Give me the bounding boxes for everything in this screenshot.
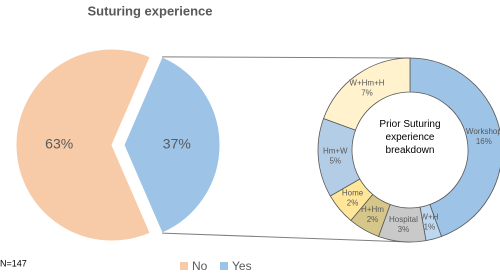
legend-swatch xyxy=(220,262,228,270)
segment-value: 3% xyxy=(398,225,410,234)
connector xyxy=(162,56,411,59)
segment-value: 1% xyxy=(424,223,436,232)
segment-name: W+H xyxy=(420,213,438,222)
center-text: Prior Suturing experience breakdown xyxy=(379,119,441,156)
segment-value: 16% xyxy=(476,137,492,146)
pie-slice xyxy=(15,48,151,242)
donut-segment xyxy=(323,57,411,131)
note: N=147 xyxy=(0,258,27,268)
segment-name: Hospital xyxy=(389,215,418,224)
segment-value: 2% xyxy=(347,198,359,207)
legend-label: Yes xyxy=(232,259,252,273)
segment-value: 2% xyxy=(367,215,379,224)
segment-value: 5% xyxy=(330,157,342,166)
legend-label: No xyxy=(192,259,208,273)
segment-name: Home xyxy=(342,188,364,197)
pie-slice xyxy=(123,56,221,234)
segment-name: H+Hm xyxy=(361,205,384,214)
segment-name: Workshop xyxy=(466,127,500,136)
slice-label: 63% xyxy=(45,136,73,152)
segment-value: 7% xyxy=(361,89,373,98)
connector xyxy=(162,232,411,243)
segment-name: Hm+W xyxy=(323,147,348,156)
chart-title: Suturing experience xyxy=(88,3,213,18)
slice-label: 37% xyxy=(163,136,191,152)
legend-swatch xyxy=(180,262,188,270)
segment-name: W+Hm+H xyxy=(349,79,384,88)
donut-segment xyxy=(409,57,500,237)
